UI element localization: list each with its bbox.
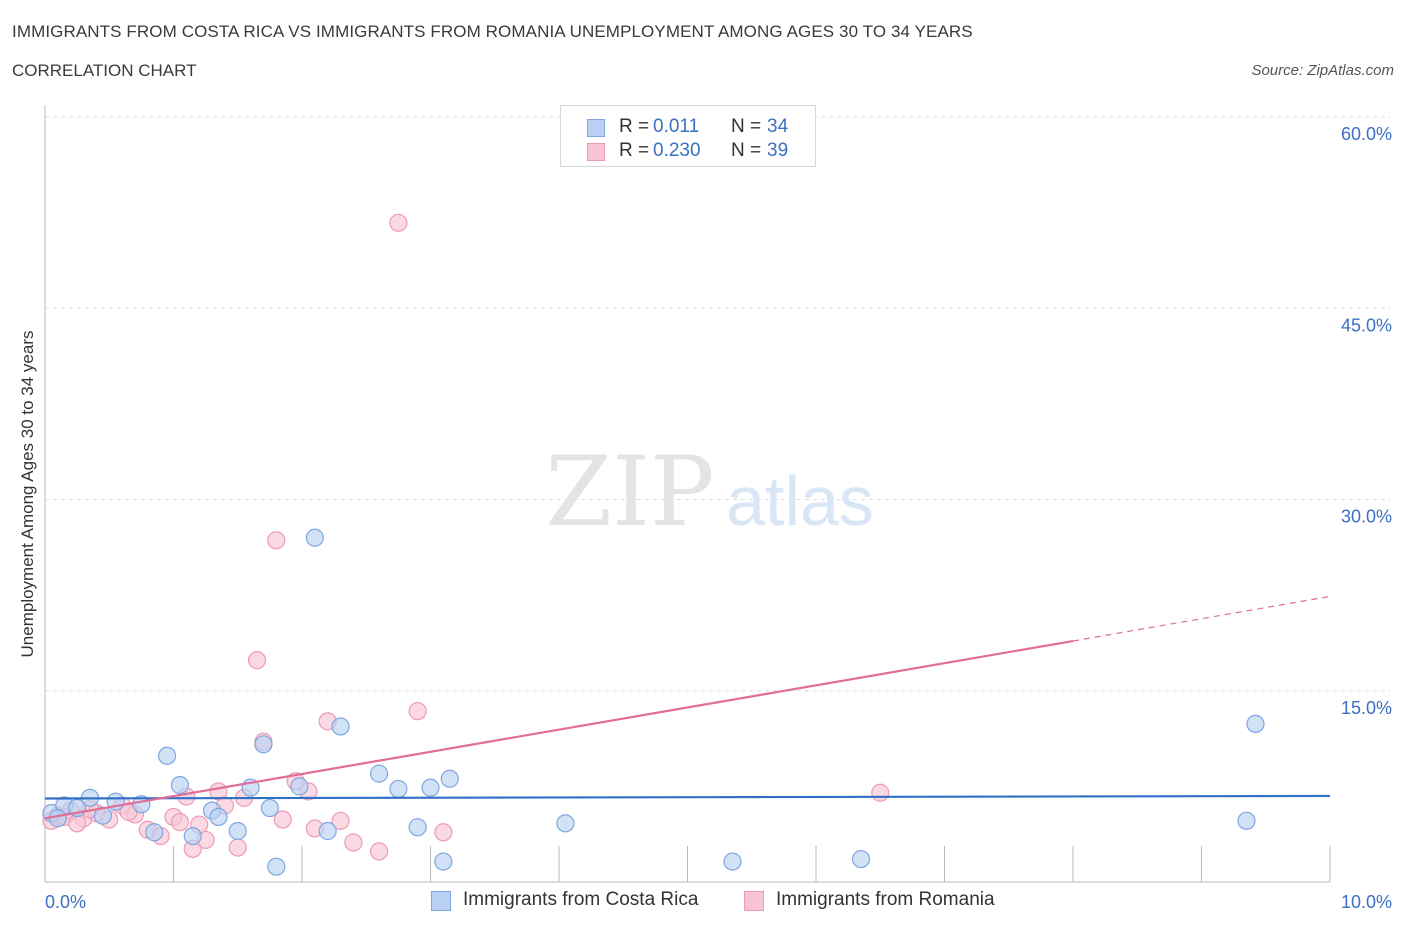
costa-rica-point — [209, 807, 228, 827]
romania-point — [434, 823, 453, 842]
y-tick-label: 30.0% — [1341, 507, 1392, 527]
costa-rica-point — [305, 528, 324, 547]
romania-point — [228, 838, 247, 857]
romania-point — [267, 531, 286, 550]
legend-n-label: N = — [731, 140, 762, 161]
points-layer — [42, 213, 1265, 876]
x-tick-label: 0.0% — [45, 892, 86, 912]
costa-rica-point — [1237, 811, 1256, 830]
costa-rica-point — [228, 821, 247, 841]
costa-rica-point — [318, 821, 337, 841]
romania-trendline-extension — [1072, 595, 1331, 642]
romania-point — [331, 811, 350, 830]
costa-rica-trendline — [44, 794, 1331, 800]
costa-rica-point — [389, 779, 408, 799]
costa-rica-point — [370, 764, 389, 783]
bottom-legend-label: Immigrants from Costa Rica — [463, 889, 699, 910]
costa-rica-point — [556, 814, 575, 833]
chart-title: IMMIGRANTS FROM COSTA RICA VS IMMIGRANTS… — [12, 22, 973, 41]
legend-swatch-costa-rica — [587, 119, 605, 137]
y-tick-label: 60.0% — [1341, 124, 1392, 144]
costa-rica-point — [331, 717, 350, 736]
romania-point — [68, 814, 87, 833]
legend-row-costa-rica: R = 0.011 N = 34 — [561, 116, 815, 140]
legend-r-label: R = — [619, 116, 650, 137]
legend-swatch-romania — [587, 143, 605, 161]
legend-n-label: N = — [731, 116, 762, 137]
costa-rica-point — [1246, 714, 1265, 734]
bottom-legend-label: Immigrants from Romania — [776, 889, 995, 910]
romania-point — [871, 783, 890, 802]
legend-r-value: 0.230 — [653, 140, 701, 161]
costa-rica-point — [48, 809, 67, 828]
y-axis-label: Unemployment Among Ages 30 to 34 years — [18, 330, 37, 658]
y-tick-label: 45.0% — [1341, 315, 1392, 335]
costa-rica-point — [254, 735, 273, 754]
x-tick-label: 10.0% — [1341, 892, 1392, 912]
bottom-legend-swatch-costa-rica — [431, 891, 451, 911]
legend-r-label: R = — [619, 140, 650, 161]
costa-rica-point — [145, 823, 164, 842]
grid-layer — [45, 116, 1390, 692]
legend-r-value: 0.011 — [653, 116, 700, 137]
correlation-legend: R = 0.011 N = 34 R = 0.230 N = 39 — [560, 105, 816, 167]
romania-point — [389, 213, 408, 232]
costa-rica-point — [421, 778, 440, 797]
romania-point — [370, 842, 389, 861]
romania-point — [344, 833, 363, 852]
watermark-atlas: atlas — [726, 462, 874, 540]
romania-point — [408, 702, 427, 721]
costa-rica-point — [851, 849, 871, 869]
romania-point — [273, 810, 292, 829]
tick-labels: 15.0% 30.0% 45.0% 60.0% 0.0% 10.0% — [45, 124, 1392, 912]
axis-layer — [44, 105, 1331, 883]
costa-rica-point — [290, 777, 309, 796]
romania-point — [170, 812, 190, 832]
source-credit: Source: ZipAtlas.com — [1251, 62, 1394, 79]
romania-trendline — [44, 639, 1074, 820]
chart-subtitle: CORRELATION CHART — [12, 61, 197, 80]
costa-rica-point — [408, 818, 427, 837]
watermark: ZIP atlas — [545, 436, 874, 548]
legend-row-romania: R = 0.230 N = 39 — [561, 140, 815, 164]
legend-n-value: 34 — [767, 116, 789, 137]
costa-rica-point — [260, 798, 279, 818]
watermark-zip: ZIP — [545, 436, 714, 548]
costa-rica-point — [170, 775, 190, 795]
costa-rica-point — [157, 746, 177, 765]
costa-rica-point — [723, 852, 742, 871]
romania-point — [247, 651, 267, 670]
bottom-legend-swatch-romania — [744, 891, 764, 911]
costa-rica-point — [183, 826, 202, 846]
trend-layer — [44, 595, 1331, 820]
y-tick-label: 15.0% — [1341, 698, 1392, 718]
legend-n-value: 39 — [767, 140, 789, 161]
costa-rica-point — [267, 857, 286, 876]
costa-rica-point — [440, 769, 459, 788]
costa-rica-point — [434, 852, 453, 871]
